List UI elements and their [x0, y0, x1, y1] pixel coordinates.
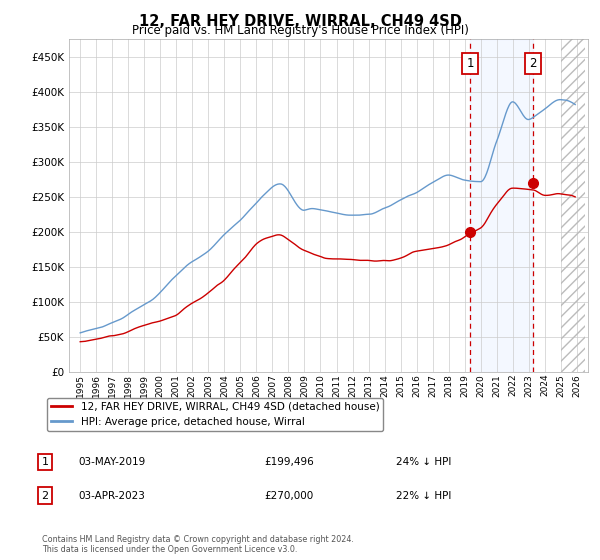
Bar [561, 39, 585, 372]
Text: 03-APR-2023: 03-APR-2023 [78, 491, 145, 501]
Text: 2: 2 [529, 57, 536, 70]
Text: 1: 1 [41, 457, 49, 467]
Text: 24% ↓ HPI: 24% ↓ HPI [396, 457, 451, 467]
Bar [470, 39, 533, 372]
Text: 1: 1 [466, 57, 473, 70]
Text: 2: 2 [41, 491, 49, 501]
Text: £199,496: £199,496 [264, 457, 314, 467]
Bar [561, 39, 585, 372]
Text: 12, FAR HEY DRIVE, WIRRAL, CH49 4SD: 12, FAR HEY DRIVE, WIRRAL, CH49 4SD [139, 14, 461, 29]
Text: £270,000: £270,000 [264, 491, 313, 501]
Legend: 12, FAR HEY DRIVE, WIRRAL, CH49 4SD (detached house), HPI: Average price, detach: 12, FAR HEY DRIVE, WIRRAL, CH49 4SD (det… [47, 398, 383, 431]
Text: Price paid vs. HM Land Registry's House Price Index (HPI): Price paid vs. HM Land Registry's House … [131, 24, 469, 37]
Text: Contains HM Land Registry data © Crown copyright and database right 2024.
This d: Contains HM Land Registry data © Crown c… [42, 535, 354, 554]
Text: 22% ↓ HPI: 22% ↓ HPI [396, 491, 451, 501]
Text: 03-MAY-2019: 03-MAY-2019 [78, 457, 145, 467]
